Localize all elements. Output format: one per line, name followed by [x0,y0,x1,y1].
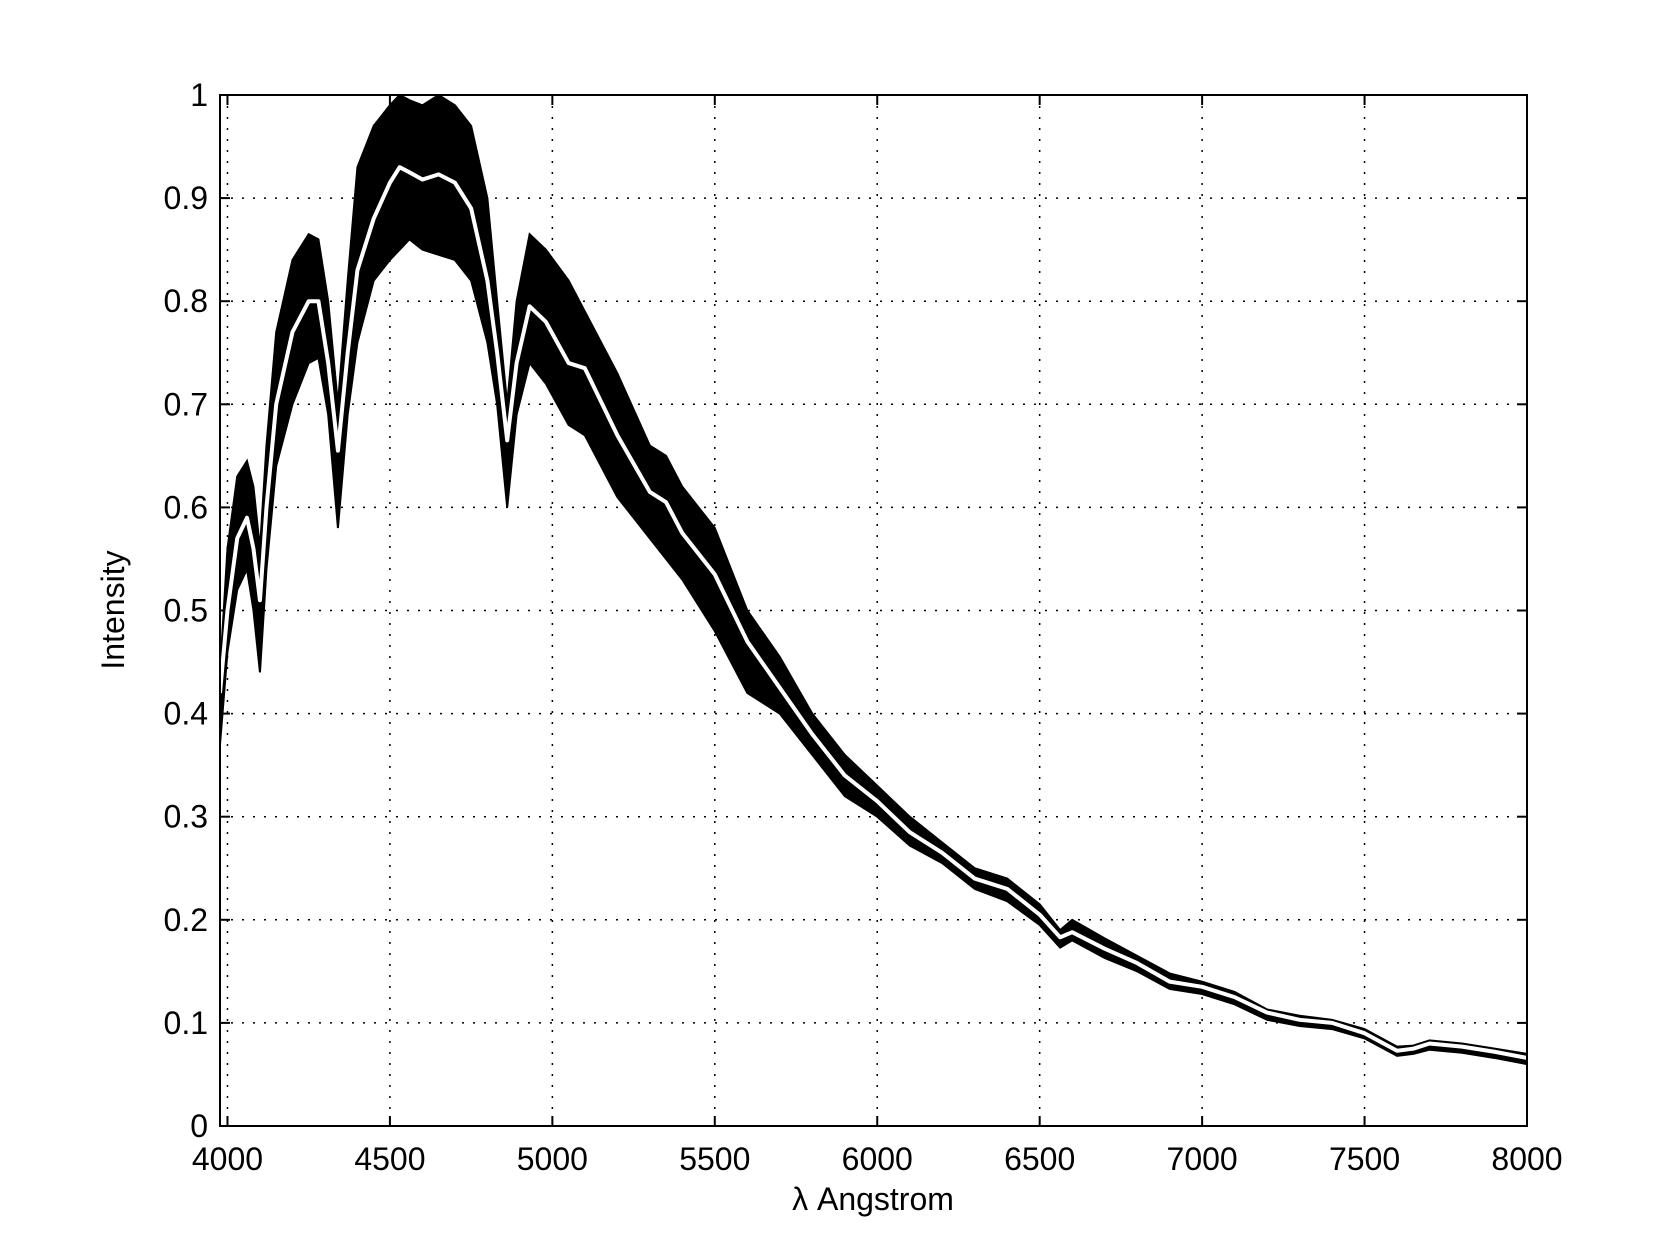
line [218,165,1528,1060]
y-tick-label: 0.7 [164,386,208,422]
y-tick-label: 0.4 [164,696,208,732]
x-axis-label: λ Angstrom [792,1181,954,1217]
x-tick-label: 7500 [1329,1141,1400,1177]
plot-frame [219,94,1528,1127]
y-tick-label: 0 [190,1108,208,1144]
x-tick-label: 7000 [1167,1141,1238,1177]
x-tick-label: 5000 [517,1141,588,1177]
y-tick-label: 0.6 [164,489,208,525]
x-tick-label: 6500 [1004,1141,1075,1177]
band [219,93,1528,1066]
x-tick-label: 4000 [192,1141,263,1177]
y-axis-label: Intensity [95,550,131,669]
y-tick-label: 0.9 [164,180,208,216]
y-tick-label: 0.3 [164,799,208,835]
x-tick-label: 6000 [842,1141,913,1177]
x-tick-label: 8000 [1491,1141,1562,1177]
y-tick-label: 0.8 [164,283,208,319]
y-tick-label: 0.5 [164,593,208,629]
y-tick-label: 0.1 [164,1005,208,1041]
y-tick-label: 1 [190,77,208,113]
x-tick-label: 4500 [354,1141,425,1177]
y-tick-label: 0.2 [164,902,208,938]
x-tick-label: 5500 [679,1141,750,1177]
